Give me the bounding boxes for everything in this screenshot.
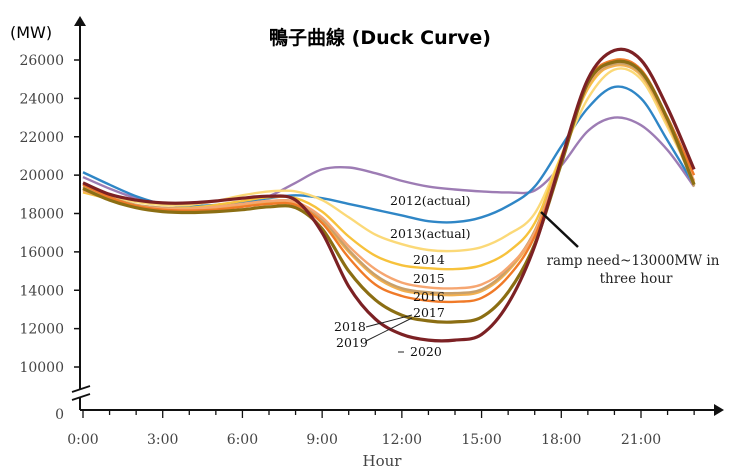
axis-break-mark bbox=[71, 393, 91, 401]
series-line-2013actual bbox=[82, 67, 696, 253]
chart-title: 鴨子曲線 (Duck Curve) bbox=[269, 26, 491, 49]
y-tick-label: 22000 bbox=[19, 130, 64, 146]
x-tick-label: 15:00 bbox=[461, 432, 501, 448]
series-labels: 2012(actual) 2013(actual) 2014 2015 2016… bbox=[334, 193, 471, 359]
series-line-2017 bbox=[82, 59, 696, 324]
axes bbox=[71, 16, 724, 416]
series-line-unlabeled bbox=[82, 116, 696, 209]
x-tick-label: 9:00 bbox=[306, 432, 337, 448]
x-tick-label: 12:00 bbox=[382, 432, 422, 448]
x-axis-label: Hour bbox=[363, 452, 403, 470]
series-label-2014: 2014 bbox=[413, 252, 445, 267]
y-tick-label: 0 bbox=[55, 407, 64, 423]
x-axis-ticks: 0:00 3:00 6:00 9:00 12:00 15:00 18:00 21:00 bbox=[67, 410, 695, 448]
x-tick-label: 3:00 bbox=[147, 432, 178, 448]
series-label-2018: 2018 bbox=[334, 319, 366, 334]
series-lines bbox=[82, 47, 696, 343]
series-label-2020: 2020 bbox=[410, 344, 442, 359]
x-tick-label: 0:00 bbox=[67, 432, 98, 448]
series-label-2019: 2019 bbox=[336, 335, 368, 350]
y-tick-label: 26000 bbox=[19, 53, 64, 69]
x-tick-label: 6:00 bbox=[227, 432, 258, 448]
y-axis-arrow bbox=[74, 16, 86, 26]
series-label-2017: 2017 bbox=[413, 305, 445, 320]
y-tick-label: 10000 bbox=[19, 360, 64, 376]
label-leader-2018 bbox=[365, 314, 413, 328]
x-axis-arrow bbox=[714, 404, 724, 416]
y-tick-label: 16000 bbox=[19, 245, 64, 261]
series-label-2012: 2012(actual) bbox=[390, 193, 471, 208]
ramp-annotation: ramp need~13000MW in three hour bbox=[540, 211, 720, 287]
series-label-2015: 2015 bbox=[413, 271, 445, 286]
axis-break-mark bbox=[71, 385, 91, 393]
y-axis-ticks: 0 10000 12000 14000 16000 18000 20000 22000 2400… bbox=[19, 53, 80, 423]
series-label-2013: 2013(actual) bbox=[390, 226, 471, 241]
x-tick-label: 21:00 bbox=[621, 432, 661, 448]
y-tick-label: 24000 bbox=[19, 91, 64, 107]
y-tick-label: 20000 bbox=[19, 168, 64, 184]
x-tick-label: 18:00 bbox=[541, 432, 581, 448]
annotation-line-2: three hour bbox=[600, 271, 673, 287]
series-label-2016: 2016 bbox=[413, 289, 445, 304]
y-tick-label: 12000 bbox=[19, 322, 64, 338]
y-tick-label: 18000 bbox=[19, 207, 64, 223]
annotation-line-1: ramp need~13000MW in bbox=[547, 253, 720, 269]
y-unit-label: (MW) bbox=[10, 23, 52, 42]
axis-break-gap bbox=[75, 389, 85, 398]
annotation-arrow bbox=[540, 211, 579, 248]
y-tick-label: 14000 bbox=[19, 283, 64, 299]
series-line-2020 bbox=[82, 47, 696, 343]
label-leader-2019 bbox=[365, 317, 413, 342]
